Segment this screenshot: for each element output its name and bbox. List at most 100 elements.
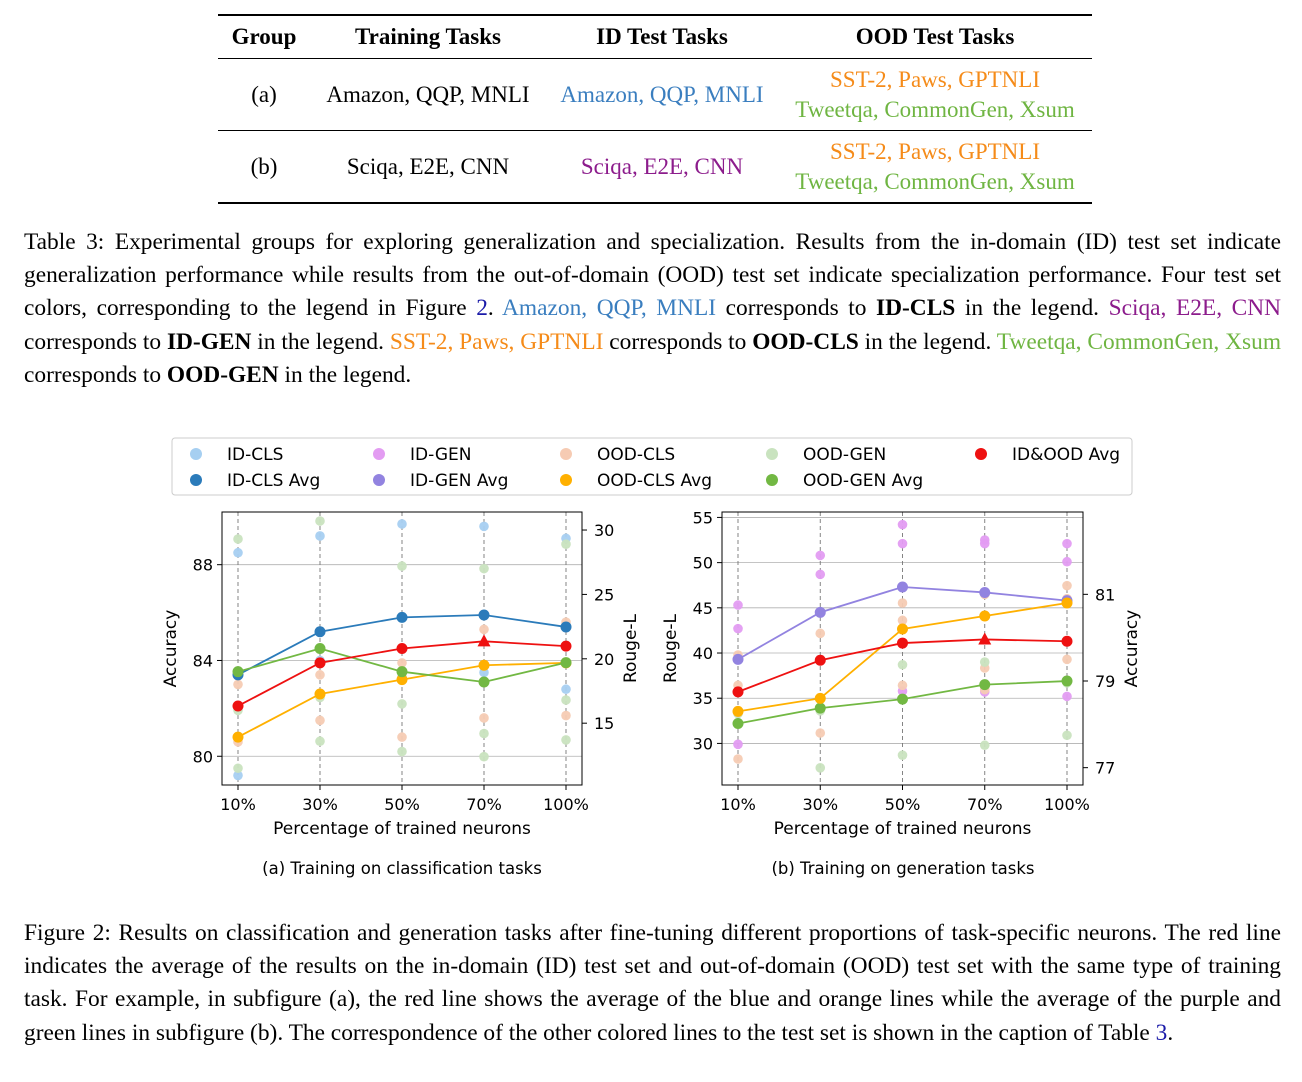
caption-text: . (487, 295, 503, 322)
y-tick-label-left: 35 (693, 689, 713, 708)
header-training-tasks: Training Tasks (355, 24, 501, 49)
y-tick-label-right: 79 (1095, 672, 1115, 691)
series-point-id-and-ood-avg (232, 700, 244, 712)
x-tick-label: 10% (220, 795, 256, 814)
y-tick-label-left: 55 (693, 508, 713, 527)
series-point-ood-gen-avg (560, 657, 572, 669)
caption-text: . (1167, 1019, 1174, 1046)
series-point-id-gen-avg (897, 581, 908, 593)
scatter-point-ood-gen (979, 657, 990, 667)
series-max-marker-id-and-ood-avg (978, 632, 992, 645)
caption-id-gen-sets: Sciqa, E2E, CNN (1108, 295, 1282, 322)
series-point-ood-gen-avg (478, 676, 490, 688)
scatter-point-id-gen (979, 538, 990, 549)
legend-label-ood-cls: OOD-CLS (597, 445, 675, 465)
scatter-point-ood-cls (1062, 580, 1072, 591)
legend-marker-ood-cls-avg (560, 474, 572, 486)
series-point-ood-cls-avg (897, 623, 908, 635)
chart-panel-b: 30 35 40 45 50 55 77 79 81 10% 30% 50% 70% 100% Percen… (661, 508, 1142, 878)
series-point-ood-gen-avg (314, 643, 326, 654)
table-header-row: Group Training Tasks ID Test Tasks OOD T… (218, 15, 1092, 59)
series-point-ood-gen-avg (732, 718, 744, 730)
scatter-point-id-gen (733, 739, 743, 750)
ood-test-cell: SST-2, Paws, GPTNLI Tweetqa, CommonGen, … (778, 131, 1092, 204)
scatter-point-ood-gen (561, 695, 571, 705)
scatter-point-id-gen (815, 569, 826, 580)
series-point-id-and-ood-avg (314, 657, 326, 669)
y-tick-label-left: 88 (193, 556, 213, 575)
series-point-id-and-ood-avg (897, 637, 908, 649)
caption-text: Table 3: Experimental groups for explori… (24, 229, 1281, 322)
legend-marker-ood-gen-avg (766, 474, 778, 486)
x-tick-label: 30% (302, 795, 338, 814)
caption-text: in the legend. (858, 328, 997, 355)
x-tick-label: 70% (466, 795, 502, 814)
experiment-groups-table: Group Training Tasks ID Test Tasks OOD T… (218, 14, 1092, 204)
y-axis-label-left: Accuracy (161, 610, 181, 688)
series-point-ood-cls-avg (232, 731, 244, 743)
y-tick-label-left: 45 (693, 599, 713, 618)
scatter-point-id-cls (397, 519, 407, 529)
y-tick-label-right: 20 (594, 650, 614, 669)
legend-marker-id-cls (190, 448, 202, 460)
x-axis-label: Percentage of trained neurons (774, 819, 1032, 839)
series-point-ood-cls-avg (478, 659, 490, 671)
id-test-cell: Sciqa, E2E, CNN (580, 153, 744, 179)
caption-id-cls: ID-CLS (876, 295, 956, 322)
series-point-ood-cls-avg (814, 692, 826, 704)
legend-frame (171, 437, 1133, 496)
scatter-point-ood-cls (897, 615, 908, 626)
figure-2: ID-CLS ID-CLS Avg ID-GEN ID-GEN Avg OOD-CLS O… (161, 437, 1142, 878)
scatter-point-id-cls (233, 547, 243, 558)
caption-text: in the legend. (955, 295, 1109, 322)
series-point-id-gen-avg (814, 606, 826, 618)
caption-id-gen: ID-GEN (166, 328, 252, 355)
table-ref-link[interactable]: 3 (1155, 1019, 1168, 1046)
y-tick-label-right: 77 (1095, 759, 1115, 778)
scatter-point-ood-gen (315, 516, 325, 526)
caption-id-cls-sets: Amazon, QQP, MNLI (502, 295, 717, 322)
series-point-ood-cls-avg (732, 705, 744, 717)
scatter-point-ood-cls (897, 598, 908, 608)
series-point-id-cls-avg (396, 611, 408, 623)
scatter-point-ood-gen (233, 534, 243, 544)
table-caption: Table 3: Experimental groups for explori… (24, 226, 1281, 392)
scatter-point-ood-gen (397, 746, 407, 757)
y-tick-label-left: 40 (693, 644, 713, 663)
scatter-point-ood-gen (561, 735, 571, 745)
series-point-ood-gen-avg (979, 679, 991, 691)
legend-label-id-cls-avg: ID-CLS Avg (227, 471, 320, 491)
caption-ood-cls: OOD-CLS (752, 328, 859, 355)
caption-text: Figure 2: Results on classification and … (24, 920, 1281, 1046)
legend-label-id-cls: ID-CLS (227, 445, 283, 465)
legend-label-id-and-ood-avg: ID&OOD Avg (1012, 445, 1120, 465)
legend-label-ood-cls-avg: OOD-CLS Avg (597, 471, 712, 491)
scatter-point-ood-gen (979, 740, 990, 751)
scatter-point-ood-cls (897, 680, 908, 691)
header-ood-test-tasks: OOD Test Tasks (855, 24, 1015, 49)
table-row: (b) Sciqa, E2E, CNN Sciqa, E2E, CNN SST-… (218, 131, 1092, 204)
y-axis-label-right: Accuracy (1122, 610, 1142, 688)
scatter-point-ood-cls (561, 710, 571, 721)
group-cell: (b) (250, 153, 278, 179)
legend-marker-ood-cls (560, 448, 572, 460)
legend-marker-id-and-ood-avg (975, 448, 987, 460)
series-point-ood-cls-avg (1061, 597, 1073, 609)
caption-text: in the legend. (278, 361, 412, 388)
legend-label-ood-gen-avg: OOD-GEN Avg (803, 471, 923, 491)
y-tick-label-left: 80 (193, 747, 213, 766)
series-point-id-and-ood-avg (1061, 635, 1073, 647)
figure-ref-link[interactable]: 2 (476, 295, 488, 322)
series-point-id-gen-avg (732, 653, 744, 665)
scatter-point-id-gen (1062, 538, 1072, 549)
scatter-point-ood-gen (397, 699, 407, 709)
header-id-test-tasks: ID Test Tasks (596, 24, 728, 49)
training-cell: Sciqa, E2E, CNN (346, 153, 510, 179)
y-tick-label-right: 25 (594, 585, 614, 604)
series-point-id-gen-avg (979, 586, 991, 598)
scatter-point-ood-cls (397, 658, 407, 668)
series-point-id-and-ood-avg (732, 686, 744, 698)
scatter-point-ood-gen (479, 728, 489, 739)
caption-text: corresponds to (24, 361, 167, 388)
caption-ood-gen-sets: Tweetqa, CommonGen, Xsum (996, 328, 1282, 355)
